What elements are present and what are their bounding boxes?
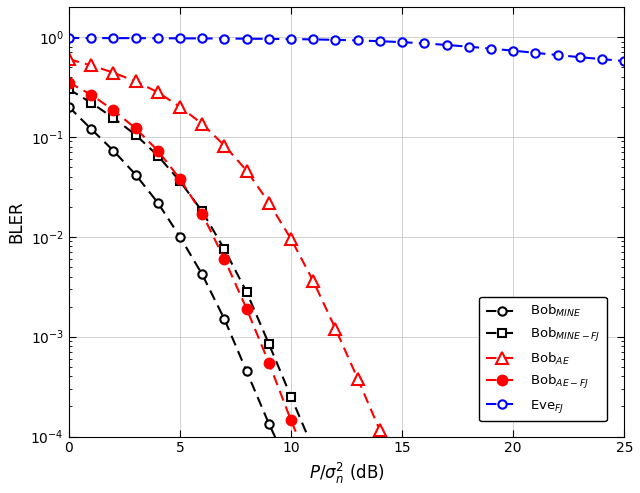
Line: Eve$_{FJ}$: Eve$_{FJ}$: [65, 34, 628, 65]
Eve$_{FJ}$: [65, 35, 73, 41]
Eve$_{FJ}$: [576, 54, 584, 60]
Bob$_{AE-FJ}$: [87, 92, 95, 98]
Eve$_{FJ}$: [354, 37, 362, 43]
Bob$_{MINE-FJ}$: [109, 115, 117, 121]
Bob$_{AE}$: [243, 168, 250, 174]
Bob$_{MINE-FJ}$: [198, 209, 206, 214]
Bob$_{AE-FJ}$: [243, 306, 250, 312]
Eve$_{FJ}$: [487, 46, 495, 52]
Bob$_{MINE-FJ}$: [265, 341, 273, 347]
Bob$_{AE}$: [354, 376, 362, 382]
Bob$_{MINE}$: [87, 126, 95, 132]
Bob$_{MINE}$: [132, 172, 140, 177]
Bob$_{MINE}$: [65, 104, 73, 110]
Bob$_{MINE}$: [287, 468, 295, 474]
Bob$_{AE-FJ}$: [265, 359, 273, 365]
Eve$_{FJ}$: [420, 40, 428, 46]
Eve$_{FJ}$: [221, 35, 228, 41]
Bob$_{MINE-FJ}$: [243, 289, 250, 295]
Bob$_{AE-FJ}$: [221, 256, 228, 262]
Line: Bob$_{AE-FJ}$: Bob$_{AE-FJ}$: [64, 78, 340, 493]
Line: Bob$_{MINE}$: Bob$_{MINE}$: [65, 103, 295, 475]
Bob$_{MINE}$: [265, 421, 273, 426]
Bob$_{AE}$: [176, 104, 184, 110]
Bob$_{MINE-FJ}$: [309, 446, 317, 452]
Eve$_{FJ}$: [287, 36, 295, 42]
Bob$_{AE-FJ}$: [309, 471, 317, 477]
Bob$_{AE}$: [332, 326, 339, 332]
Bob$_{AE-FJ}$: [109, 107, 117, 113]
Bob$_{AE-FJ}$: [287, 418, 295, 423]
Bob$_{AE-FJ}$: [132, 125, 140, 131]
Bob$_{AE-FJ}$: [65, 79, 73, 85]
Bob$_{MINE}$: [109, 147, 117, 153]
Bob$_{AE}$: [87, 63, 95, 69]
Eve$_{FJ}$: [309, 36, 317, 42]
Eve$_{FJ}$: [443, 42, 451, 48]
Line: Bob$_{AE}$: Bob$_{AE}$: [63, 54, 385, 436]
Eve$_{FJ}$: [243, 35, 250, 41]
Eve$_{FJ}$: [87, 35, 95, 41]
X-axis label: $P/\sigma_n^2$ (dB): $P/\sigma_n^2$ (dB): [308, 461, 385, 486]
Bob$_{AE}$: [265, 200, 273, 206]
Bob$_{AE}$: [221, 142, 228, 148]
Bob$_{MINE-FJ}$: [154, 153, 161, 159]
Eve$_{FJ}$: [176, 35, 184, 41]
Bob$_{MINE-FJ}$: [87, 100, 95, 106]
Bob$_{MINE}$: [176, 234, 184, 240]
Eve$_{FJ}$: [465, 44, 472, 50]
Eve$_{FJ}$: [198, 35, 206, 41]
Bob$_{AE-FJ}$: [198, 211, 206, 217]
Eve$_{FJ}$: [532, 50, 540, 56]
Eve$_{FJ}$: [554, 52, 561, 58]
Bob$_{MINE-FJ}$: [132, 132, 140, 138]
Bob$_{MINE-FJ}$: [287, 394, 295, 400]
Eve$_{FJ}$: [620, 58, 628, 64]
Bob$_{MINE-FJ}$: [65, 86, 73, 92]
Eve$_{FJ}$: [376, 38, 384, 44]
Line: Bob$_{MINE-FJ}$: Bob$_{MINE-FJ}$: [65, 85, 384, 493]
Eve$_{FJ}$: [598, 56, 606, 62]
Bob$_{AE}$: [132, 78, 140, 84]
Bob$_{AE}$: [287, 236, 295, 242]
Bob$_{AE}$: [65, 56, 73, 62]
Bob$_{AE}$: [109, 70, 117, 75]
Legend: Bob$_{MINE}$, Bob$_{MINE-FJ}$, Bob$_{AE}$, Bob$_{AE-FJ}$, Eve$_{FJ}$: Bob$_{MINE}$, Bob$_{MINE-FJ}$, Bob$_{AE}…: [479, 297, 607, 422]
Y-axis label: BLER: BLER: [7, 201, 25, 243]
Bob$_{MINE}$: [221, 316, 228, 322]
Eve$_{FJ}$: [154, 35, 161, 41]
Bob$_{MINE-FJ}$: [176, 178, 184, 184]
Bob$_{AE}$: [154, 89, 161, 95]
Bob$_{AE-FJ}$: [154, 147, 161, 153]
Eve$_{FJ}$: [265, 36, 273, 42]
Eve$_{FJ}$: [109, 35, 117, 41]
Bob$_{AE}$: [309, 278, 317, 284]
Eve$_{FJ}$: [132, 35, 140, 41]
Bob$_{AE}$: [376, 427, 384, 433]
Bob$_{AE}$: [198, 121, 206, 127]
Bob$_{MINE}$: [198, 272, 206, 278]
Bob$_{MINE-FJ}$: [221, 246, 228, 252]
Eve$_{FJ}$: [398, 39, 406, 45]
Bob$_{MINE}$: [243, 368, 250, 374]
Eve$_{FJ}$: [509, 48, 517, 54]
Bob$_{AE-FJ}$: [176, 176, 184, 182]
Eve$_{FJ}$: [332, 37, 339, 43]
Bob$_{MINE}$: [154, 200, 161, 206]
